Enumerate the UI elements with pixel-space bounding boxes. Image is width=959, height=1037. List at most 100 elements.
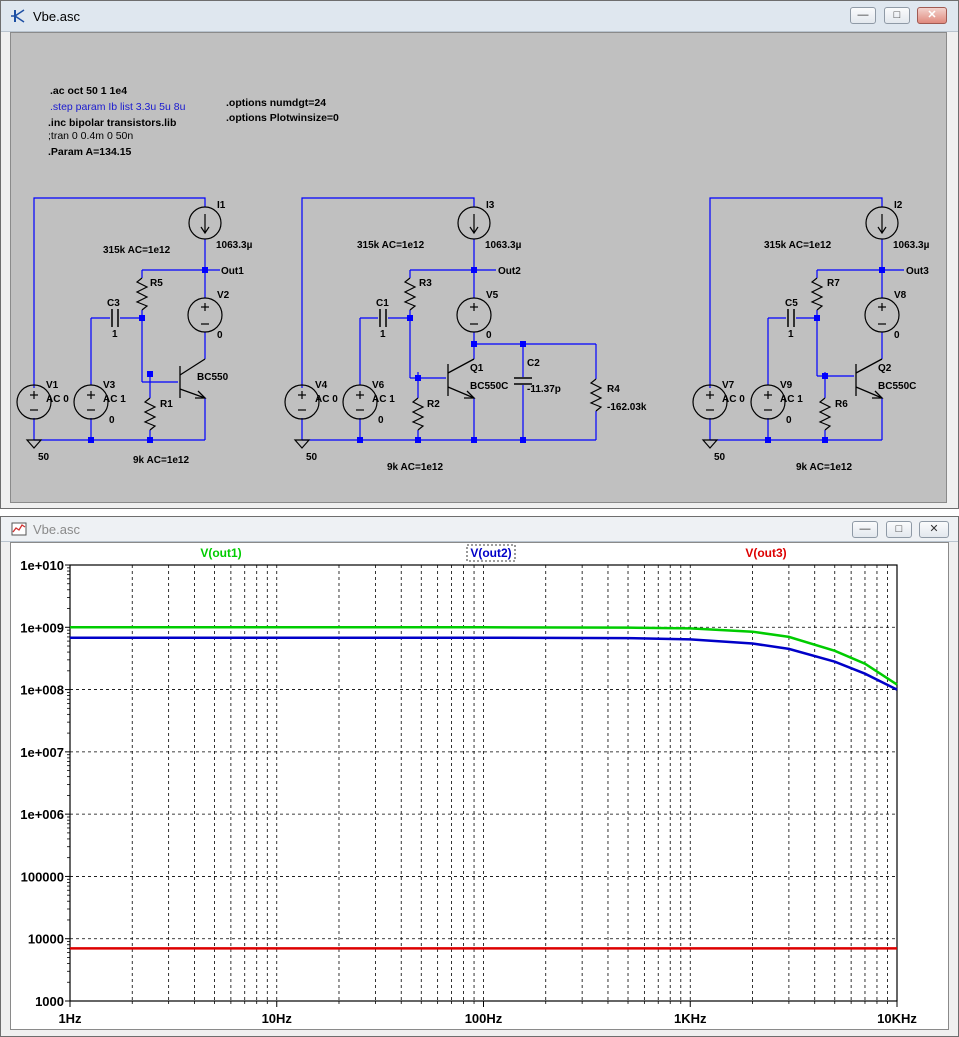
y-tick-label: 1e+006 [20, 807, 64, 822]
resistor-R1[interactable] [143, 397, 157, 431]
legend-label[interactable]: V(out1) [200, 546, 241, 560]
label-V6-value: AC 1 [372, 394, 395, 405]
junction-dots-3 [765, 267, 885, 443]
maximize-button[interactable]: □ [884, 7, 910, 24]
label-C3: C3 [107, 298, 120, 309]
current-source-I3[interactable] [457, 206, 491, 240]
plot-minimize-button[interactable]: — [852, 521, 878, 538]
plot-titlebar[interactable]: Vbe.asc — □ ✕ [1, 517, 958, 542]
label-R7: R7 [827, 278, 840, 289]
label-V5-value: 0 [486, 330, 492, 341]
x-tick-label: 1KHz [674, 1011, 707, 1026]
label-R4-value: -162.03k [607, 402, 647, 413]
bode-plot[interactable]: 1Hz 10Hz 100Hz 1KHz 10KHz 1000 10000 100000 1e+0… [11, 543, 948, 1029]
label-C2: C2 [527, 358, 540, 369]
label-gnd-3: 50 [714, 452, 726, 463]
resistor-R6[interactable] [818, 397, 832, 431]
resistor-R3[interactable] [403, 277, 417, 311]
param-directive[interactable]: .Param A=134.15 [48, 146, 132, 158]
legend-label[interactable]: V(out2) [470, 546, 511, 560]
schematic-canvas[interactable]: .ac oct 50 1 1e4 .step param Ib list 3.3… [10, 32, 947, 503]
ground-1 [25, 439, 43, 449]
y-tick-label: 1e+008 [20, 683, 64, 698]
plot-close-button[interactable]: ✕ [919, 521, 949, 538]
label-V3: V3 [103, 380, 116, 391]
voltage-source-V2[interactable] [187, 297, 223, 333]
transistor-app-icon [11, 9, 25, 23]
label-V6: V6 [372, 380, 385, 391]
label-r-feedback-1: 315k AC=1e12 [103, 245, 171, 256]
label-r-bottom-1: 9k AC=1e12 [133, 455, 189, 466]
voltage-source-V1[interactable] [16, 384, 52, 420]
plotwinsize-directive[interactable]: .options Plotwinsize=0 [226, 112, 339, 124]
numdgt-directive[interactable]: .options numdgt=24 [226, 97, 326, 109]
ac-directive[interactable]: .ac oct 50 1 1e4 [50, 85, 127, 97]
x-tick-label: 10KHz [877, 1011, 917, 1026]
label-transistor-3: BC550C [878, 381, 916, 392]
y-tick-label: 1e+010 [20, 558, 64, 573]
label-I2: I2 [894, 200, 903, 211]
label-V3-dc: 0 [109, 415, 115, 426]
label-V7-value: AC 0 [722, 394, 745, 405]
current-source-I1[interactable] [188, 206, 222, 240]
label-V4: V4 [315, 380, 328, 391]
capacitor-C1[interactable] [379, 309, 387, 327]
label-transistor-2: BC550C [470, 381, 508, 392]
resistor-R4[interactable] [589, 378, 603, 412]
resistor-R7[interactable] [810, 277, 824, 311]
plot-maximize-button[interactable]: □ [886, 521, 912, 538]
label-Q1: Q1 [470, 363, 484, 374]
schematic-titlebar[interactable]: Vbe.asc — □ ✕ [1, 1, 958, 32]
label-V4-value: AC 0 [315, 394, 338, 405]
y-tick-label: 1e+007 [20, 745, 64, 760]
close-button[interactable]: ✕ [917, 7, 947, 24]
voltage-source-V4[interactable] [284, 384, 320, 420]
label-gnd-1: 50 [38, 452, 50, 463]
label-R1: R1 [160, 399, 173, 410]
trace-vout1[interactable] [70, 626, 898, 686]
voltage-source-V8[interactable] [864, 297, 900, 333]
label-R4: R4 [607, 384, 620, 395]
label-R3: R3 [419, 278, 432, 289]
minimize-button[interactable]: — [850, 7, 876, 24]
label-V1-value: AC 0 [46, 394, 69, 405]
ground-2 [293, 439, 311, 449]
voltage-source-V9[interactable] [750, 384, 786, 420]
voltage-source-V7[interactable] [692, 384, 728, 420]
tran-comment[interactable]: ;tran 0 0.4m 0 50n [48, 130, 133, 142]
plot-window-title: Vbe.asc [33, 522, 80, 537]
junction-dots-2 [357, 267, 526, 443]
trace-vout2[interactable] [70, 636, 898, 691]
voltage-source-V5[interactable] [456, 297, 492, 333]
transistor-Q1[interactable] [447, 358, 476, 399]
current-source-I2[interactable] [865, 206, 899, 240]
y-tick-label: 10000 [28, 932, 64, 947]
plot-canvas[interactable]: 1Hz 10Hz 100Hz 1KHz 10KHz 1000 10000 100000 1e+0… [10, 542, 949, 1030]
label-r-bottom-3: 9k AC=1e12 [796, 462, 852, 473]
voltage-source-V3[interactable] [73, 384, 109, 420]
label-r-bottom-2: 9k AC=1e12 [387, 462, 443, 473]
legend-label[interactable]: V(out3) [745, 546, 786, 560]
label-out2: Out2 [498, 266, 521, 277]
label-I3-value: 1063.3µ [485, 240, 522, 251]
label-V7: V7 [722, 380, 735, 391]
inc-directive[interactable]: .inc bipolar transistors.lib [48, 117, 176, 129]
label-r-feedback-3: 315k AC=1e12 [764, 240, 832, 251]
label-C3-value: 1 [112, 329, 118, 340]
transistor-Q2[interactable] [855, 358, 884, 399]
label-V9: V9 [780, 380, 793, 391]
circuit-2 [301, 197, 597, 441]
resistor-R2[interactable] [411, 397, 425, 431]
capacitor-C3[interactable] [111, 309, 119, 327]
voltage-source-V6[interactable] [342, 384, 378, 420]
label-R2: R2 [427, 399, 440, 410]
label-I3: I3 [486, 200, 495, 211]
label-I1-value: 1063.3µ [216, 240, 253, 251]
step-directive[interactable]: .step param Ib list 3.3u 5u 8u [50, 101, 186, 113]
transistor-Q-BC550[interactable] [179, 358, 207, 399]
label-out1: Out1 [221, 266, 244, 277]
capacitor-C2[interactable] [514, 377, 532, 385]
capacitor-C5[interactable] [787, 309, 795, 327]
resistor-R5[interactable] [135, 277, 149, 311]
schematic-window: Vbe.asc — □ ✕ .ac oct 50 1 1e4 .step par… [0, 0, 959, 509]
